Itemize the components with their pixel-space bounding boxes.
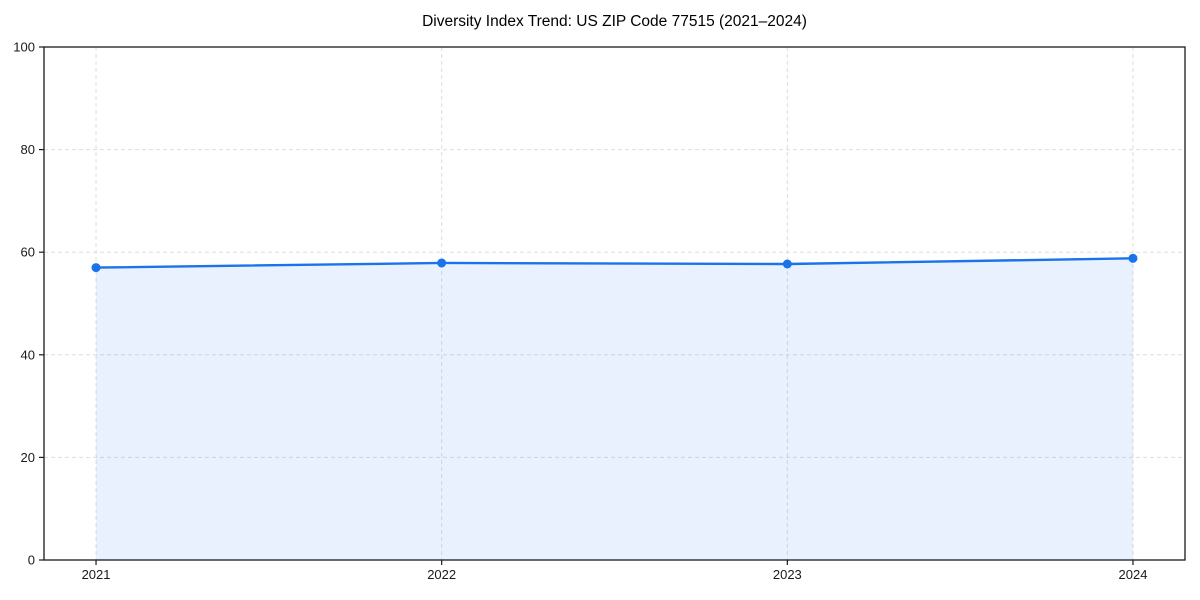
plot-frame bbox=[43, 46, 1186, 561]
chart-title: Diversity Index Trend: US ZIP Code 77515… bbox=[422, 13, 807, 30]
y-tick-label-60: 60 bbox=[21, 245, 35, 260]
x-tick-label-2024: 2024 bbox=[1119, 567, 1148, 582]
data-point-2023 bbox=[782, 259, 792, 269]
data-point-2024 bbox=[1128, 253, 1138, 263]
y-tick-label-20: 20 bbox=[21, 450, 35, 465]
x-tick-label-2021: 2021 bbox=[82, 567, 111, 582]
x-tick-label-2023: 2023 bbox=[773, 567, 802, 582]
data-point-2022 bbox=[437, 258, 447, 268]
y-tick-label-100: 100 bbox=[13, 40, 35, 55]
y-tick-label-80: 80 bbox=[21, 142, 35, 157]
x-tick-label-2022: 2022 bbox=[427, 567, 456, 582]
y-tick-label-40: 40 bbox=[21, 347, 35, 362]
data-point-2021 bbox=[91, 263, 101, 273]
area-fill bbox=[96, 258, 1133, 560]
y-tick-label-0: 0 bbox=[28, 553, 35, 568]
trend-line bbox=[94, 257, 1135, 269]
